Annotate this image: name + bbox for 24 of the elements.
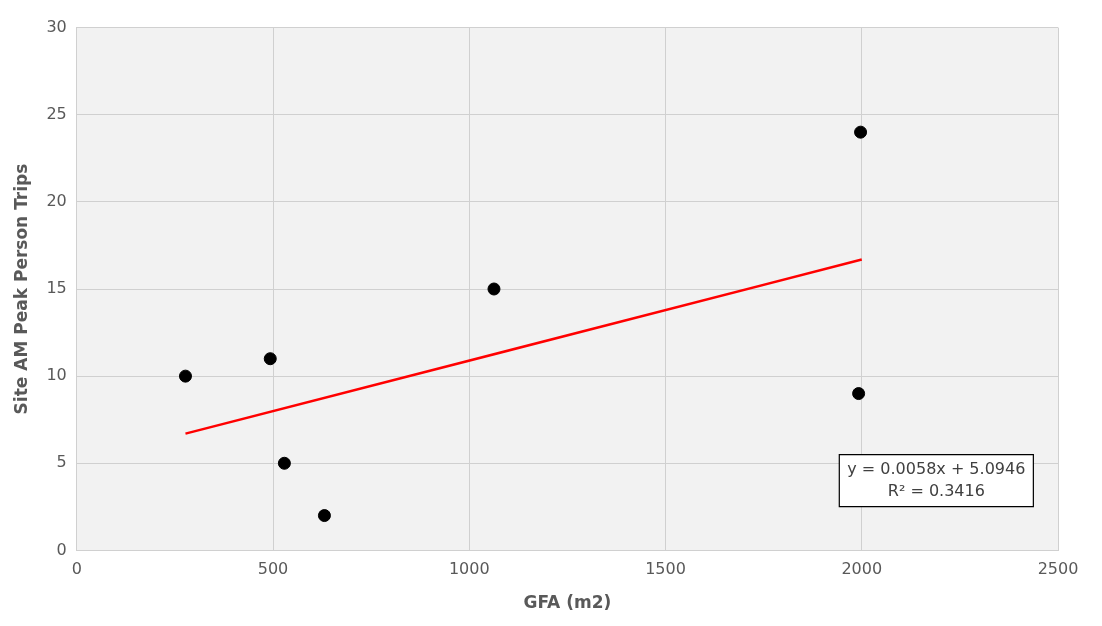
x-tick-label: 1500 — [645, 559, 686, 579]
y-tick-label: 25 — [46, 103, 67, 123]
x-tick-label: 2000 — [841, 559, 883, 579]
y-axis-title: Site AM Peak Person Trips — [10, 163, 31, 415]
point — [263, 352, 277, 366]
point — [317, 509, 331, 523]
x-axis-title: GFA (m2) — [523, 592, 612, 613]
annotation: y = 0.0058x + 5.0946 — [847, 458, 1026, 478]
x-tick-label: 2500 — [1037, 559, 1079, 579]
x-tick-label: 1000 — [448, 559, 490, 579]
y-tick-label: 0 — [56, 539, 67, 559]
point — [178, 369, 192, 383]
point — [487, 282, 501, 296]
point — [854, 125, 868, 139]
y-tick-label: 30 — [46, 16, 67, 36]
point — [277, 456, 291, 470]
point — [852, 387, 866, 401]
x-tick-label: 0 — [71, 559, 82, 579]
y-tick-label: 5 — [56, 452, 67, 472]
y-tick-label: 20 — [46, 191, 67, 211]
y-tick-label: 15 — [46, 278, 67, 298]
y-tick-label: 10 — [46, 365, 67, 385]
annotation: R² = 0.3416 — [887, 480, 985, 500]
x-tick-label: 500 — [257, 559, 289, 579]
